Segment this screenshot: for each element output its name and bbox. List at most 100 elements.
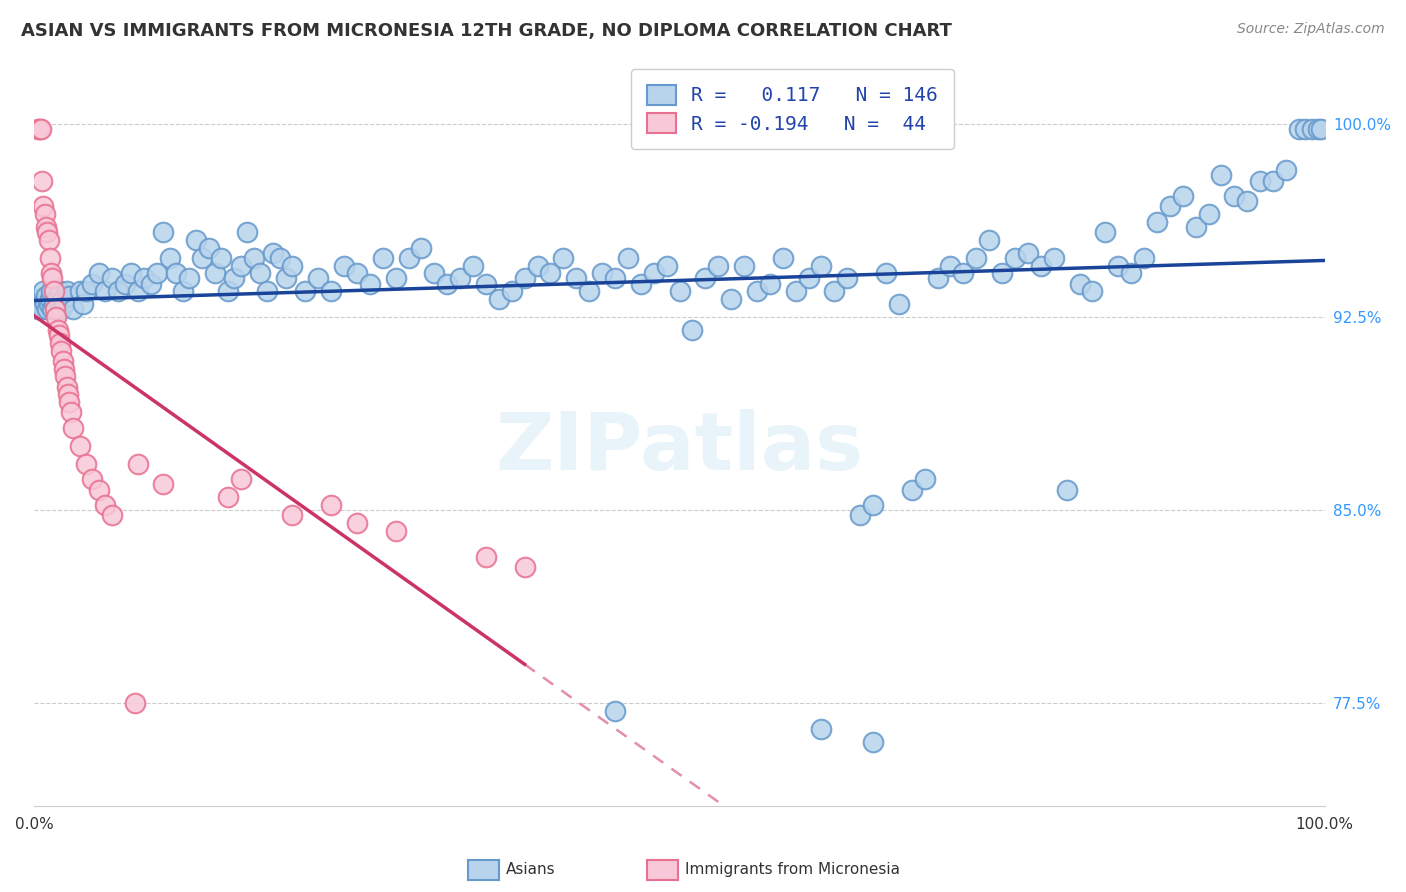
Point bbox=[51, 343, 73, 358]
Point bbox=[423, 266, 446, 280]
Point bbox=[159, 251, 181, 265]
Point bbox=[55, 379, 77, 393]
Point bbox=[797, 271, 820, 285]
Point bbox=[1146, 215, 1168, 229]
Point bbox=[1017, 245, 1039, 260]
Point bbox=[127, 285, 149, 299]
Point bbox=[785, 285, 807, 299]
Point bbox=[333, 259, 356, 273]
Point bbox=[733, 259, 755, 273]
Point bbox=[49, 335, 72, 350]
Point bbox=[152, 477, 174, 491]
Point bbox=[617, 251, 640, 265]
Point bbox=[242, 251, 264, 265]
Point bbox=[197, 241, 219, 255]
Point bbox=[38, 251, 60, 265]
Point bbox=[120, 266, 142, 280]
Point bbox=[1056, 483, 1078, 497]
Point bbox=[69, 439, 91, 453]
Point bbox=[217, 491, 239, 505]
Point bbox=[849, 508, 872, 523]
Point bbox=[1294, 122, 1316, 136]
Point bbox=[38, 292, 60, 306]
Point bbox=[27, 302, 49, 317]
Point bbox=[55, 285, 77, 299]
Point bbox=[952, 266, 974, 280]
Point bbox=[965, 251, 987, 265]
Point bbox=[887, 297, 910, 311]
Point bbox=[229, 472, 252, 486]
Point bbox=[191, 251, 214, 265]
Point bbox=[165, 266, 187, 280]
Point bbox=[1171, 189, 1194, 203]
Point bbox=[384, 271, 406, 285]
Point bbox=[69, 285, 91, 299]
Point bbox=[307, 271, 329, 285]
Point bbox=[668, 285, 690, 299]
Point bbox=[179, 271, 201, 285]
Point bbox=[28, 122, 51, 136]
Point bbox=[87, 266, 110, 280]
Point bbox=[979, 233, 1001, 247]
Point bbox=[256, 285, 278, 299]
Point bbox=[53, 361, 76, 376]
Point bbox=[1107, 259, 1129, 273]
Point bbox=[1042, 251, 1064, 265]
Point bbox=[1159, 199, 1181, 213]
Point bbox=[346, 266, 368, 280]
Point bbox=[49, 285, 72, 299]
Point bbox=[488, 292, 510, 306]
Point bbox=[46, 323, 69, 337]
Point bbox=[513, 271, 536, 285]
Point bbox=[42, 297, 65, 311]
Point bbox=[526, 259, 548, 273]
Point bbox=[707, 259, 730, 273]
Point bbox=[62, 302, 84, 317]
Point bbox=[1069, 277, 1091, 291]
Point bbox=[35, 219, 58, 234]
Point bbox=[643, 266, 665, 280]
Point bbox=[28, 292, 51, 306]
Point bbox=[501, 285, 523, 299]
Point bbox=[31, 302, 53, 317]
Point bbox=[101, 508, 124, 523]
Point bbox=[1198, 207, 1220, 221]
Point bbox=[62, 421, 84, 435]
Point bbox=[34, 207, 56, 221]
Point bbox=[1094, 225, 1116, 239]
Point bbox=[540, 266, 562, 280]
Point bbox=[759, 277, 782, 291]
Point bbox=[41, 302, 63, 317]
Point bbox=[398, 251, 420, 265]
Point bbox=[1029, 259, 1052, 273]
Point bbox=[37, 225, 59, 239]
Point bbox=[862, 735, 884, 749]
Point bbox=[127, 457, 149, 471]
Point bbox=[411, 241, 433, 255]
Point bbox=[146, 266, 169, 280]
Point bbox=[346, 516, 368, 530]
Point bbox=[862, 498, 884, 512]
Point bbox=[224, 271, 246, 285]
Text: Asians: Asians bbox=[506, 863, 555, 877]
Point bbox=[184, 233, 207, 247]
Point bbox=[42, 285, 65, 299]
Point bbox=[875, 266, 897, 280]
Point bbox=[53, 369, 76, 384]
Point bbox=[38, 233, 60, 247]
Point bbox=[603, 271, 626, 285]
Point bbox=[32, 285, 55, 299]
Point bbox=[262, 245, 284, 260]
Point bbox=[52, 292, 75, 306]
Point bbox=[41, 271, 63, 285]
Point bbox=[249, 266, 271, 280]
Point bbox=[58, 289, 80, 303]
Point bbox=[56, 387, 79, 401]
Point bbox=[695, 271, 717, 285]
Point bbox=[1211, 169, 1233, 183]
Point bbox=[294, 285, 316, 299]
Point bbox=[513, 559, 536, 574]
Point bbox=[281, 259, 304, 273]
Point bbox=[1004, 251, 1026, 265]
Point bbox=[229, 259, 252, 273]
